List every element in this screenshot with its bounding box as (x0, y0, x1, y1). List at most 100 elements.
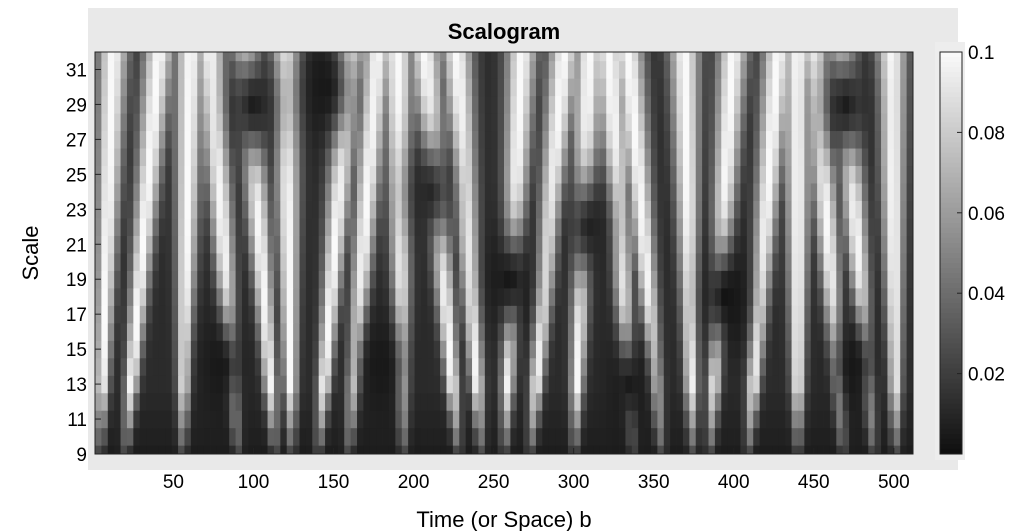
heatmap-cell (184, 270, 192, 289)
heatmap-cell (619, 375, 626, 394)
heatmap-cell (120, 445, 128, 455)
heatmap-cell (190, 78, 198, 97)
heatmap-cell (900, 60, 908, 79)
heatmap-cell (459, 340, 467, 359)
heatmap-cell (261, 357, 268, 376)
heatmap-cell (267, 148, 275, 167)
heatmap-cell (241, 287, 249, 306)
heatmap-cell (574, 78, 582, 97)
heatmap-cell (440, 270, 447, 289)
heatmap-cell (152, 165, 160, 184)
heatmap-cell (446, 165, 454, 184)
heatmap-cell (580, 287, 588, 306)
heatmap-cell (548, 165, 556, 184)
heatmap-cell (778, 78, 786, 97)
heatmap-cell (772, 165, 780, 184)
heatmap-cell (465, 200, 473, 219)
heatmap-cell (682, 322, 690, 341)
heatmap-cell (874, 183, 882, 201)
heatmap-cell (778, 218, 786, 236)
x-tick-label: 400 (718, 472, 750, 493)
heatmap-cell (120, 148, 128, 167)
heatmap-cell (382, 78, 390, 97)
heatmap-cell (133, 357, 141, 376)
heatmap-cell (631, 410, 639, 429)
heatmap-cell (516, 340, 524, 359)
heatmap-cell (293, 60, 300, 79)
heatmap-cell (472, 375, 479, 394)
heatmap-cell (714, 113, 722, 132)
heatmap-cell (312, 375, 320, 394)
heatmap-cell (599, 130, 607, 149)
heatmap-cell (497, 218, 505, 236)
heatmap-cell (408, 287, 415, 306)
heatmap-cell (331, 287, 339, 306)
heatmap-cell (644, 200, 652, 219)
heatmap-cell (254, 427, 262, 446)
heatmap-cell (753, 287, 761, 306)
heatmap-cell (817, 183, 824, 201)
heatmap-cell (171, 270, 179, 289)
heatmap-cell (893, 95, 901, 114)
heatmap-cell (197, 52, 205, 62)
heatmap-cell (676, 130, 684, 149)
heatmap-cell (95, 78, 102, 97)
heatmap-cell (497, 78, 505, 97)
heatmap-cell (580, 130, 588, 149)
heatmap-cell (267, 357, 275, 376)
heatmap-cell (727, 52, 735, 62)
heatmap-cell (146, 148, 153, 167)
heatmap-cell (599, 235, 607, 254)
heatmap-cell (491, 78, 499, 97)
heatmap-cell (682, 113, 690, 132)
heatmap-cell (797, 392, 805, 411)
heatmap-cell (197, 148, 205, 167)
heatmap-cell (714, 287, 722, 306)
heatmap-cell (491, 148, 499, 167)
heatmap-cell (286, 375, 294, 394)
heatmap-cell (778, 305, 786, 324)
heatmap-cell (133, 287, 141, 306)
heatmap-cell (248, 60, 256, 79)
heatmap-cell (740, 218, 748, 236)
heatmap-cell (216, 60, 224, 79)
heatmap-cell (497, 340, 505, 359)
heatmap-cell (114, 165, 121, 184)
colorbar-ticks: 0.020.040.060.080.1 (957, 43, 1005, 386)
heatmap-cell (734, 200, 741, 219)
heatmap-cell (785, 235, 792, 254)
heatmap-cell (695, 392, 703, 411)
heatmap-cell (273, 183, 281, 201)
heatmap-cell (446, 78, 454, 97)
heatmap-cell (305, 287, 313, 306)
heatmap-cell (593, 445, 601, 455)
heatmap-cell (631, 130, 639, 149)
heatmap-cell (408, 165, 415, 184)
heatmap-cell (95, 357, 102, 376)
heatmap-cell (152, 183, 160, 201)
heatmap-cell (254, 148, 262, 167)
heatmap-cell (452, 270, 460, 289)
heatmap-cell (210, 392, 217, 411)
heatmap-cell (887, 410, 895, 429)
heatmap-cell (440, 113, 447, 132)
heatmap-cell (369, 165, 377, 184)
heatmap-cell (325, 253, 332, 271)
heatmap-cell (523, 392, 530, 411)
heatmap-cell (842, 357, 850, 376)
heatmap-cell (146, 52, 153, 62)
heatmap-cell (184, 113, 192, 132)
heatmap-cell (433, 60, 441, 79)
heatmap-cell (299, 287, 307, 306)
heatmap-cell (114, 148, 121, 167)
heatmap-cell (702, 287, 709, 306)
heatmap-cell (861, 340, 869, 359)
heatmap-cell (446, 95, 454, 114)
heatmap-cell (823, 287, 831, 306)
heatmap-cell (868, 183, 876, 201)
heatmap-cell (229, 253, 236, 271)
heatmap-cell (561, 253, 569, 271)
heatmap-cell (650, 130, 658, 149)
heatmap-cell (734, 78, 741, 97)
heatmap-cell (599, 410, 607, 429)
